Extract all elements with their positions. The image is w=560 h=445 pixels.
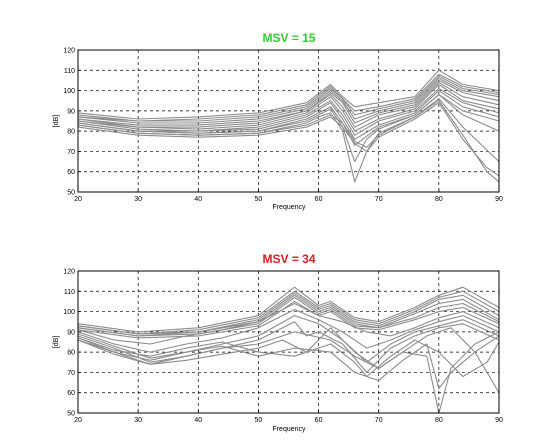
tick-labels: 20 30 40 50 60 70 80 90 50 60 70 80 90 100 110 120 <box>63 269 503 425</box>
x-tick-label: 80 <box>435 417 443 424</box>
y-axis-label: [dB] <box>53 336 60 349</box>
x-tick-label: 80 <box>435 196 443 203</box>
series-line-7 <box>77 83 500 132</box>
chart-title: MSV = 34 <box>262 252 315 266</box>
series-lines <box>77 286 500 414</box>
series-line-12 <box>77 337 500 378</box>
series-line-1 <box>77 69 500 120</box>
y-tick-label: 100 <box>63 88 75 95</box>
x-tick-label: 40 <box>194 196 202 203</box>
plot-area <box>78 271 499 413</box>
series-line-1 <box>77 286 500 333</box>
series-line-7 <box>77 302 500 345</box>
series-line-6 <box>77 300 500 339</box>
series-line-4 <box>77 77 500 124</box>
series-line-9 <box>77 315 500 363</box>
x-tick-label: 40 <box>194 417 202 424</box>
chart-title: MSV = 15 <box>262 31 315 45</box>
x-tick-label: 20 <box>74 196 82 203</box>
series-line-14 <box>77 102 500 177</box>
x-tick-label: 60 <box>315 417 323 424</box>
series-line-10 <box>77 321 500 373</box>
x-tick-label: 90 <box>495 196 503 203</box>
y-tick-label: 80 <box>67 350 75 357</box>
y-tick-label: 120 <box>63 269 75 276</box>
x-tick-label: 30 <box>134 196 142 203</box>
x-tick-label: 90 <box>495 417 503 424</box>
x-tick-label: 70 <box>375 196 383 203</box>
series-line-11 <box>77 327 500 414</box>
y-tick-label: 110 <box>64 68 75 75</box>
x-axis-label: Frequency <box>272 204 306 211</box>
x-tick-label: 70 <box>375 417 383 424</box>
chart-msv-15: MSV = 15 20 30 40 50 60 70 80 90 50 60 70 80 90 100 11… <box>53 31 503 211</box>
series-line-8 <box>77 308 500 353</box>
series-line-3 <box>77 75 500 122</box>
y-tick-label: 100 <box>63 309 75 316</box>
chart-msv-34: MSV = 34 20 30 40 50 60 70 80 90 50 60 70 80 90 100 11… <box>53 252 503 433</box>
y-tick-label: 50 <box>67 190 75 197</box>
y-tick-label: 90 <box>67 108 75 115</box>
x-tick-label: 50 <box>255 196 263 203</box>
x-tick-label: 30 <box>134 417 142 424</box>
x-tick-label: 60 <box>315 196 323 203</box>
x-tick-label: 20 <box>74 417 82 424</box>
series-line-14 <box>77 327 500 393</box>
plot-frame <box>77 49 500 193</box>
x-tick-label: 50 <box>255 417 263 424</box>
series-line-5 <box>77 79 500 126</box>
series-line-2 <box>77 290 500 335</box>
series-line-9 <box>77 90 500 140</box>
y-tick-label: 110 <box>64 289 75 296</box>
y-tick-label: 60 <box>67 169 75 176</box>
series-line-13 <box>77 100 500 183</box>
series-lines <box>77 69 500 183</box>
series-line-6 <box>77 81 500 128</box>
tick-labels: 20 30 40 50 60 70 80 90 50 60 70 80 90 100 110 120 <box>63 48 503 204</box>
y-tick-label: 70 <box>67 149 75 156</box>
y-tick-label: 120 <box>63 48 75 55</box>
y-tick-label: 60 <box>67 390 75 397</box>
y-tick-label: 90 <box>67 329 75 336</box>
y-tick-label: 80 <box>67 129 75 136</box>
x-axis-label: Frequency <box>272 426 306 433</box>
plot-frame <box>77 270 500 414</box>
series-line-13 <box>77 335 500 390</box>
y-tick-label: 70 <box>67 370 75 377</box>
y-axis-label: [dB] <box>53 115 60 128</box>
series-line-4 <box>77 294 500 337</box>
y-tick-label: 50 <box>67 411 75 418</box>
